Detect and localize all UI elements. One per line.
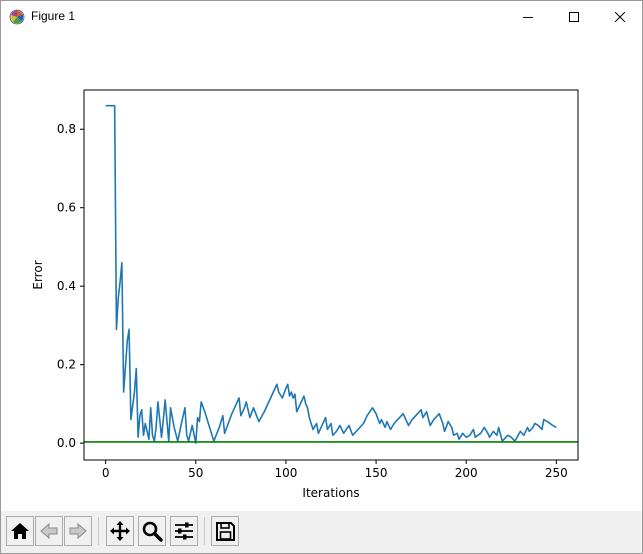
toolbar-separator (204, 517, 205, 545)
save-button[interactable] (211, 516, 239, 546)
y-tick-label: 0.4 (57, 279, 76, 293)
x-tick-label: 50 (188, 466, 203, 480)
y-axis-label: Error (31, 260, 45, 289)
title-bar[interactable]: Figure 1 (1, 1, 642, 32)
arrow-right-icon (69, 522, 87, 540)
back-button[interactable] (35, 516, 63, 546)
zoom-button[interactable] (138, 516, 166, 546)
figure-canvas[interactable]: 0 50 100 150 200 250 0.0 0.2 0.4 0.6 0.8 Iterations… (1, 32, 642, 510)
home-button[interactable] (6, 516, 34, 546)
arrow-left-icon (40, 522, 58, 540)
pan-button[interactable] (106, 516, 134, 546)
floppy-disk-icon (216, 522, 235, 541)
y-tick-label: 0.0 (57, 436, 76, 450)
y-tick-label: 0.8 (57, 122, 76, 136)
x-axis-label: Iterations (302, 486, 359, 500)
toolbar-separator (98, 517, 99, 545)
matplotlib-logo-icon (9, 9, 25, 25)
y-tick-label: 0.2 (57, 358, 76, 372)
x-tick-label: 250 (545, 466, 568, 480)
close-icon (615, 11, 625, 22)
line-chart: 0 50 100 150 200 250 0.0 0.2 0.4 0.6 0.8 Iterations… (31, 89, 579, 500)
maximize-button[interactable] (551, 1, 597, 32)
forward-button[interactable] (64, 516, 92, 546)
x-tick-label: 150 (365, 466, 388, 480)
y-tick-label: 0.6 (57, 201, 76, 215)
x-tick-label: 100 (274, 466, 297, 480)
home-icon (11, 523, 29, 539)
minimize-button[interactable] (505, 1, 551, 32)
magnifier-icon (142, 521, 163, 542)
configure-subplots-button[interactable] (170, 516, 198, 546)
sliders-icon (175, 522, 193, 540)
navigation-toolbar (1, 511, 642, 553)
x-tick-label: 200 (455, 466, 478, 480)
axes-frame (83, 89, 579, 461)
x-tick-label: 0 (102, 466, 110, 480)
minimize-icon (523, 16, 533, 18)
close-button[interactable] (597, 1, 643, 32)
move-icon (110, 521, 130, 541)
maximize-icon (569, 11, 579, 22)
series-line-error (105, 104, 557, 444)
window-title: Figure 1 (31, 9, 76, 23)
